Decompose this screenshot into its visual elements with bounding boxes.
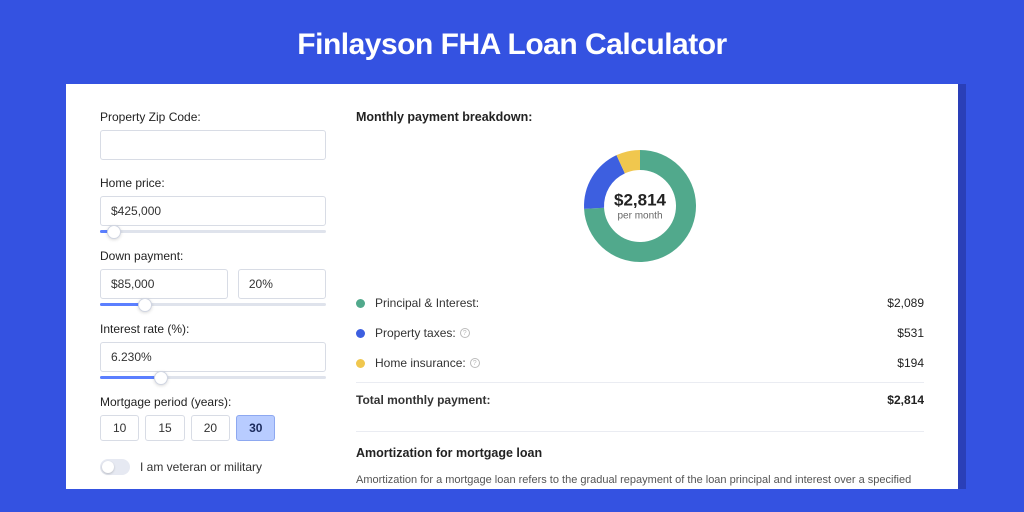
interest-rate-label: Interest rate (%): bbox=[100, 322, 326, 336]
total-label: Total monthly payment: bbox=[356, 393, 887, 407]
down-payment-percent-input[interactable] bbox=[238, 269, 326, 299]
zip-label: Property Zip Code: bbox=[100, 110, 326, 124]
home-price-label: Home price: bbox=[100, 176, 326, 190]
down-payment-slider[interactable] bbox=[100, 303, 326, 306]
breakdown-label: Home insurance: ? bbox=[375, 356, 897, 370]
mortgage-period-label: Mortgage period (years): bbox=[100, 395, 326, 409]
zip-field: Property Zip Code: bbox=[100, 110, 326, 160]
breakdown-row: Property taxes: ?$531 bbox=[356, 318, 924, 348]
total-value: $2,814 bbox=[887, 393, 924, 407]
veteran-label: I am veteran or military bbox=[140, 460, 262, 474]
amortization-text: Amortization for a mortgage loan refers … bbox=[356, 472, 924, 489]
donut-wrap: $2,814 per month bbox=[356, 136, 924, 288]
veteran-row: I am veteran or military bbox=[100, 459, 326, 475]
breakdown-value: $531 bbox=[897, 326, 924, 340]
breakdown-row: Principal & Interest:$2,089 bbox=[356, 288, 924, 318]
period-btn-10[interactable]: 10 bbox=[100, 415, 139, 441]
breakdown-value: $2,089 bbox=[887, 296, 924, 310]
total-row: Total monthly payment: $2,814 bbox=[356, 382, 924, 415]
toggle-knob bbox=[102, 461, 114, 473]
down-payment-amount-input[interactable] bbox=[100, 269, 228, 299]
calculator-body: Property Zip Code: Home price: Down paym… bbox=[66, 84, 958, 489]
amortization-section: Amortization for mortgage loan Amortizat… bbox=[356, 431, 924, 489]
breakdown-row: Home insurance: ?$194 bbox=[356, 348, 924, 378]
legend-dot bbox=[356, 299, 365, 308]
home-price-input[interactable] bbox=[100, 196, 326, 226]
donut-chart: $2,814 per month bbox=[576, 142, 704, 270]
amortization-header: Amortization for mortgage loan bbox=[356, 446, 924, 460]
donut-center: $2,814 per month bbox=[614, 191, 666, 222]
breakdown-header: Monthly payment breakdown: bbox=[356, 110, 924, 124]
veteran-toggle[interactable] bbox=[100, 459, 130, 475]
period-btn-20[interactable]: 20 bbox=[191, 415, 230, 441]
down-payment-label: Down payment: bbox=[100, 249, 326, 263]
home-price-field: Home price: bbox=[100, 176, 326, 233]
results-column: Monthly payment breakdown: $2,814 per mo… bbox=[356, 110, 958, 489]
calculator-card: Property Zip Code: Home price: Down paym… bbox=[66, 84, 958, 489]
interest-rate-input[interactable] bbox=[100, 342, 326, 372]
period-btn-15[interactable]: 15 bbox=[145, 415, 184, 441]
interest-rate-field: Interest rate (%): bbox=[100, 322, 326, 379]
breakdown-label: Principal & Interest: bbox=[375, 296, 887, 310]
mortgage-period-field: Mortgage period (years): 1015 2030 bbox=[100, 395, 326, 441]
page-title: Finlayson FHA Loan Calculator bbox=[0, 0, 1024, 84]
zip-input[interactable] bbox=[100, 130, 326, 160]
breakdown-label: Property taxes: ? bbox=[375, 326, 897, 340]
breakdown-value: $194 bbox=[897, 356, 924, 370]
legend-dot bbox=[356, 359, 365, 368]
interest-rate-slider[interactable] bbox=[100, 376, 326, 379]
info-icon[interactable]: ? bbox=[460, 328, 470, 338]
period-btn-30[interactable]: 30 bbox=[236, 415, 275, 441]
inputs-column: Property Zip Code: Home price: Down paym… bbox=[66, 110, 326, 489]
donut-amount: $2,814 bbox=[614, 191, 666, 211]
donut-sub: per month bbox=[614, 211, 666, 222]
down-payment-field: Down payment: bbox=[100, 249, 326, 306]
info-icon[interactable]: ? bbox=[470, 358, 480, 368]
legend-dot bbox=[356, 329, 365, 338]
home-price-slider[interactable] bbox=[100, 230, 326, 233]
period-buttons: 1015 2030 bbox=[100, 415, 326, 441]
